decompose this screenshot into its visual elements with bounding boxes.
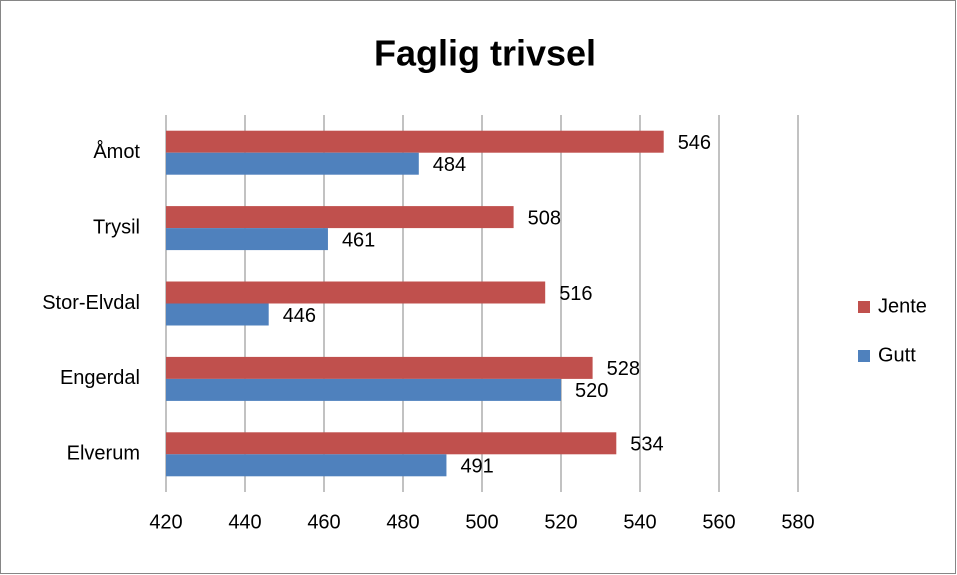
bar [166,130,664,153]
data-label: 491 [460,456,493,478]
bar [166,303,269,326]
legend-label: Jente [878,295,927,317]
bar [166,206,514,229]
x-tick-label: 540 [623,511,656,533]
y-tick-label: Elverum [67,443,140,465]
bar [166,454,447,477]
x-tick-label: 420 [149,511,182,533]
data-label: 461 [342,229,375,251]
x-tick-label: 500 [465,511,498,533]
legend-swatch [858,350,870,362]
y-tick-label: Åmot [93,140,140,163]
data-label: 528 [607,358,640,380]
x-tick-label: 520 [544,511,577,533]
x-tick-label: 580 [781,511,814,533]
x-tick-label: 480 [386,511,419,533]
bar [166,378,561,401]
x-tick-label: 560 [702,511,735,533]
x-tick-label: 460 [307,511,340,533]
y-tick-label: Stor-Elvdal [42,292,140,314]
y-tick-label: Engerdal [60,367,140,389]
y-tick-label: Trysil [93,216,140,238]
legend-label: Gutt [878,344,916,366]
bar [166,228,328,251]
bar [166,356,593,379]
data-label: 484 [433,154,466,176]
x-tick-label: 440 [228,511,261,533]
data-label: 534 [630,434,663,456]
data-label: 520 [575,380,608,402]
data-label: 516 [559,283,592,305]
bar [166,432,617,455]
data-label: 446 [283,305,316,327]
data-label: 508 [528,207,561,229]
bar [166,281,546,304]
data-label: 546 [678,132,711,154]
legend-swatch [858,301,870,313]
bar [166,152,419,175]
chart-title: Faglig trivsel [374,33,596,74]
